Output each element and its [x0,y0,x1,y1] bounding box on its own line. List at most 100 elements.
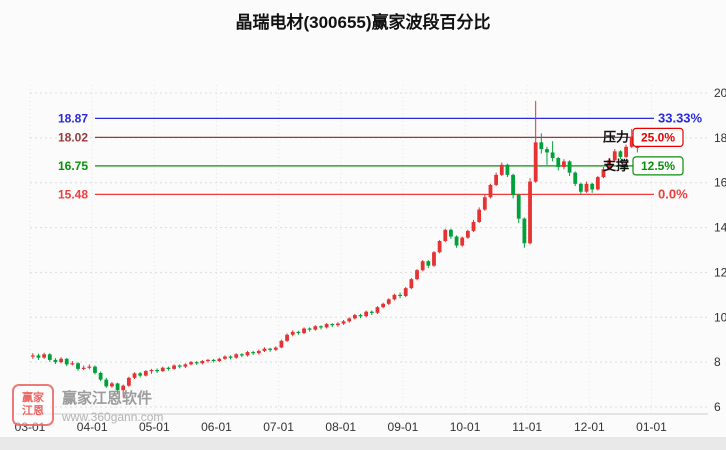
candle-body [364,311,369,317]
candle-body [488,184,493,198]
candle-body [36,355,41,358]
candle-body [234,354,239,358]
candle-body [590,183,595,190]
candle-body [601,169,606,178]
candle-body [465,230,470,238]
candle-body [398,294,402,297]
candle-body [251,352,256,354]
candle-body [494,174,499,185]
candle-body [352,315,357,319]
candle-body [172,365,176,369]
candle-body [149,369,154,372]
candle-body [584,183,589,192]
candle-body [511,174,515,196]
level-price-label: 18.87 [58,111,88,125]
candle-body [273,347,278,350]
x-axis-label: 11-01 [512,420,542,434]
candle-body [268,348,273,350]
percent-label: 0.0% [658,186,688,201]
candle-body [522,218,527,244]
candle-body [324,324,329,328]
candle-body [115,383,120,391]
candle-body [302,328,306,333]
y-axis-label: 12 [714,265,726,279]
gridlines-layer [16,85,708,415]
candle-body [375,307,380,313]
candle-body [290,331,295,335]
candle-body [516,195,521,219]
candle-body [138,373,143,376]
candle-body [262,348,267,351]
percent-badge [632,127,684,148]
level-tag-label: 支撑 [602,158,629,173]
candle-body [59,358,63,363]
candle-body [121,385,126,391]
candle-body [336,323,340,326]
candle-body [409,279,414,289]
candle-body [64,358,69,365]
watermark-logo-icon: 赢家 江恩 [12,384,54,426]
candle-body [460,237,465,246]
y-axis-label: 20 [714,86,726,100]
candle-body [285,334,289,341]
candle-body [426,261,431,266]
candle-body [279,340,284,348]
candle-body [211,359,216,362]
candle-body [104,379,109,387]
candle-body [76,363,80,369]
candle-body [183,364,188,367]
candle-body [132,373,137,378]
candle-body [624,146,628,157]
candle-body [223,356,227,359]
x-axis-label: 08-01 [325,420,356,434]
percent-label: 12.5% [641,159,675,173]
candle-body [471,221,476,231]
y-axis-label: 8 [714,355,721,369]
x-axis-label: 07-01 [263,420,294,434]
candle-body [189,362,193,365]
percent-badge [632,156,684,176]
y-axis-label: 6 [714,400,721,414]
candle-body [369,311,374,313]
watermark: 赢家 江恩 赢家江恩软件 www.360gann.com [12,384,163,426]
percent-label: 25.0% [641,130,675,144]
level-price-label: 16.75 [58,159,88,173]
candle-body [110,383,114,387]
x-axis-label: 05-01 [139,420,170,434]
candle-body [87,366,92,368]
candle-body [330,324,335,326]
candle-body [81,367,86,369]
candle-body [313,326,318,330]
percent-label: 33.33% [658,110,703,125]
candle-body [482,197,487,210]
x-axis-label: 10-01 [450,420,481,434]
level-price-label: 15.48 [58,187,88,201]
watermark-url: www.360gann.com [62,409,164,424]
candle-body [556,158,561,168]
candle-body [454,236,459,246]
footer-band [0,437,726,450]
candle-body [53,359,58,363]
level-price-label: 18.02 [58,130,88,144]
level-tag-label: 压力 [603,129,629,144]
candle-body [449,229,453,237]
candle-body [415,270,419,280]
candle-body [206,359,210,362]
candle-body [505,164,510,175]
candle-body [155,369,160,372]
candles-layer [30,100,640,397]
page-title: 晶瑞电材(300655)赢家波段百分比 [235,13,491,32]
candle-body [319,326,323,328]
watermark-name: 赢家江恩软件 [62,389,153,407]
level-labels-layer: 18.87 33.33% 18.02 25.0% 压力 16.75 12.5% 支撑 15.48… [58,110,703,201]
candle-body [392,294,397,300]
candle-body [386,299,391,304]
candle-body [256,350,261,354]
candle-body [432,252,436,266]
x-axis-label: 09-01 [388,420,419,434]
candle-body [239,354,244,356]
candle-body [245,352,250,356]
level-lines-layer [95,117,654,195]
y-axis-label: 10 [714,310,726,324]
